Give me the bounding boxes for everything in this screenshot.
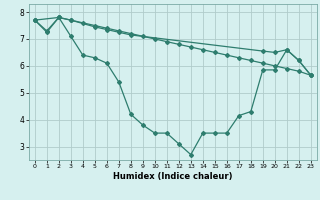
X-axis label: Humidex (Indice chaleur): Humidex (Indice chaleur) bbox=[113, 172, 233, 181]
